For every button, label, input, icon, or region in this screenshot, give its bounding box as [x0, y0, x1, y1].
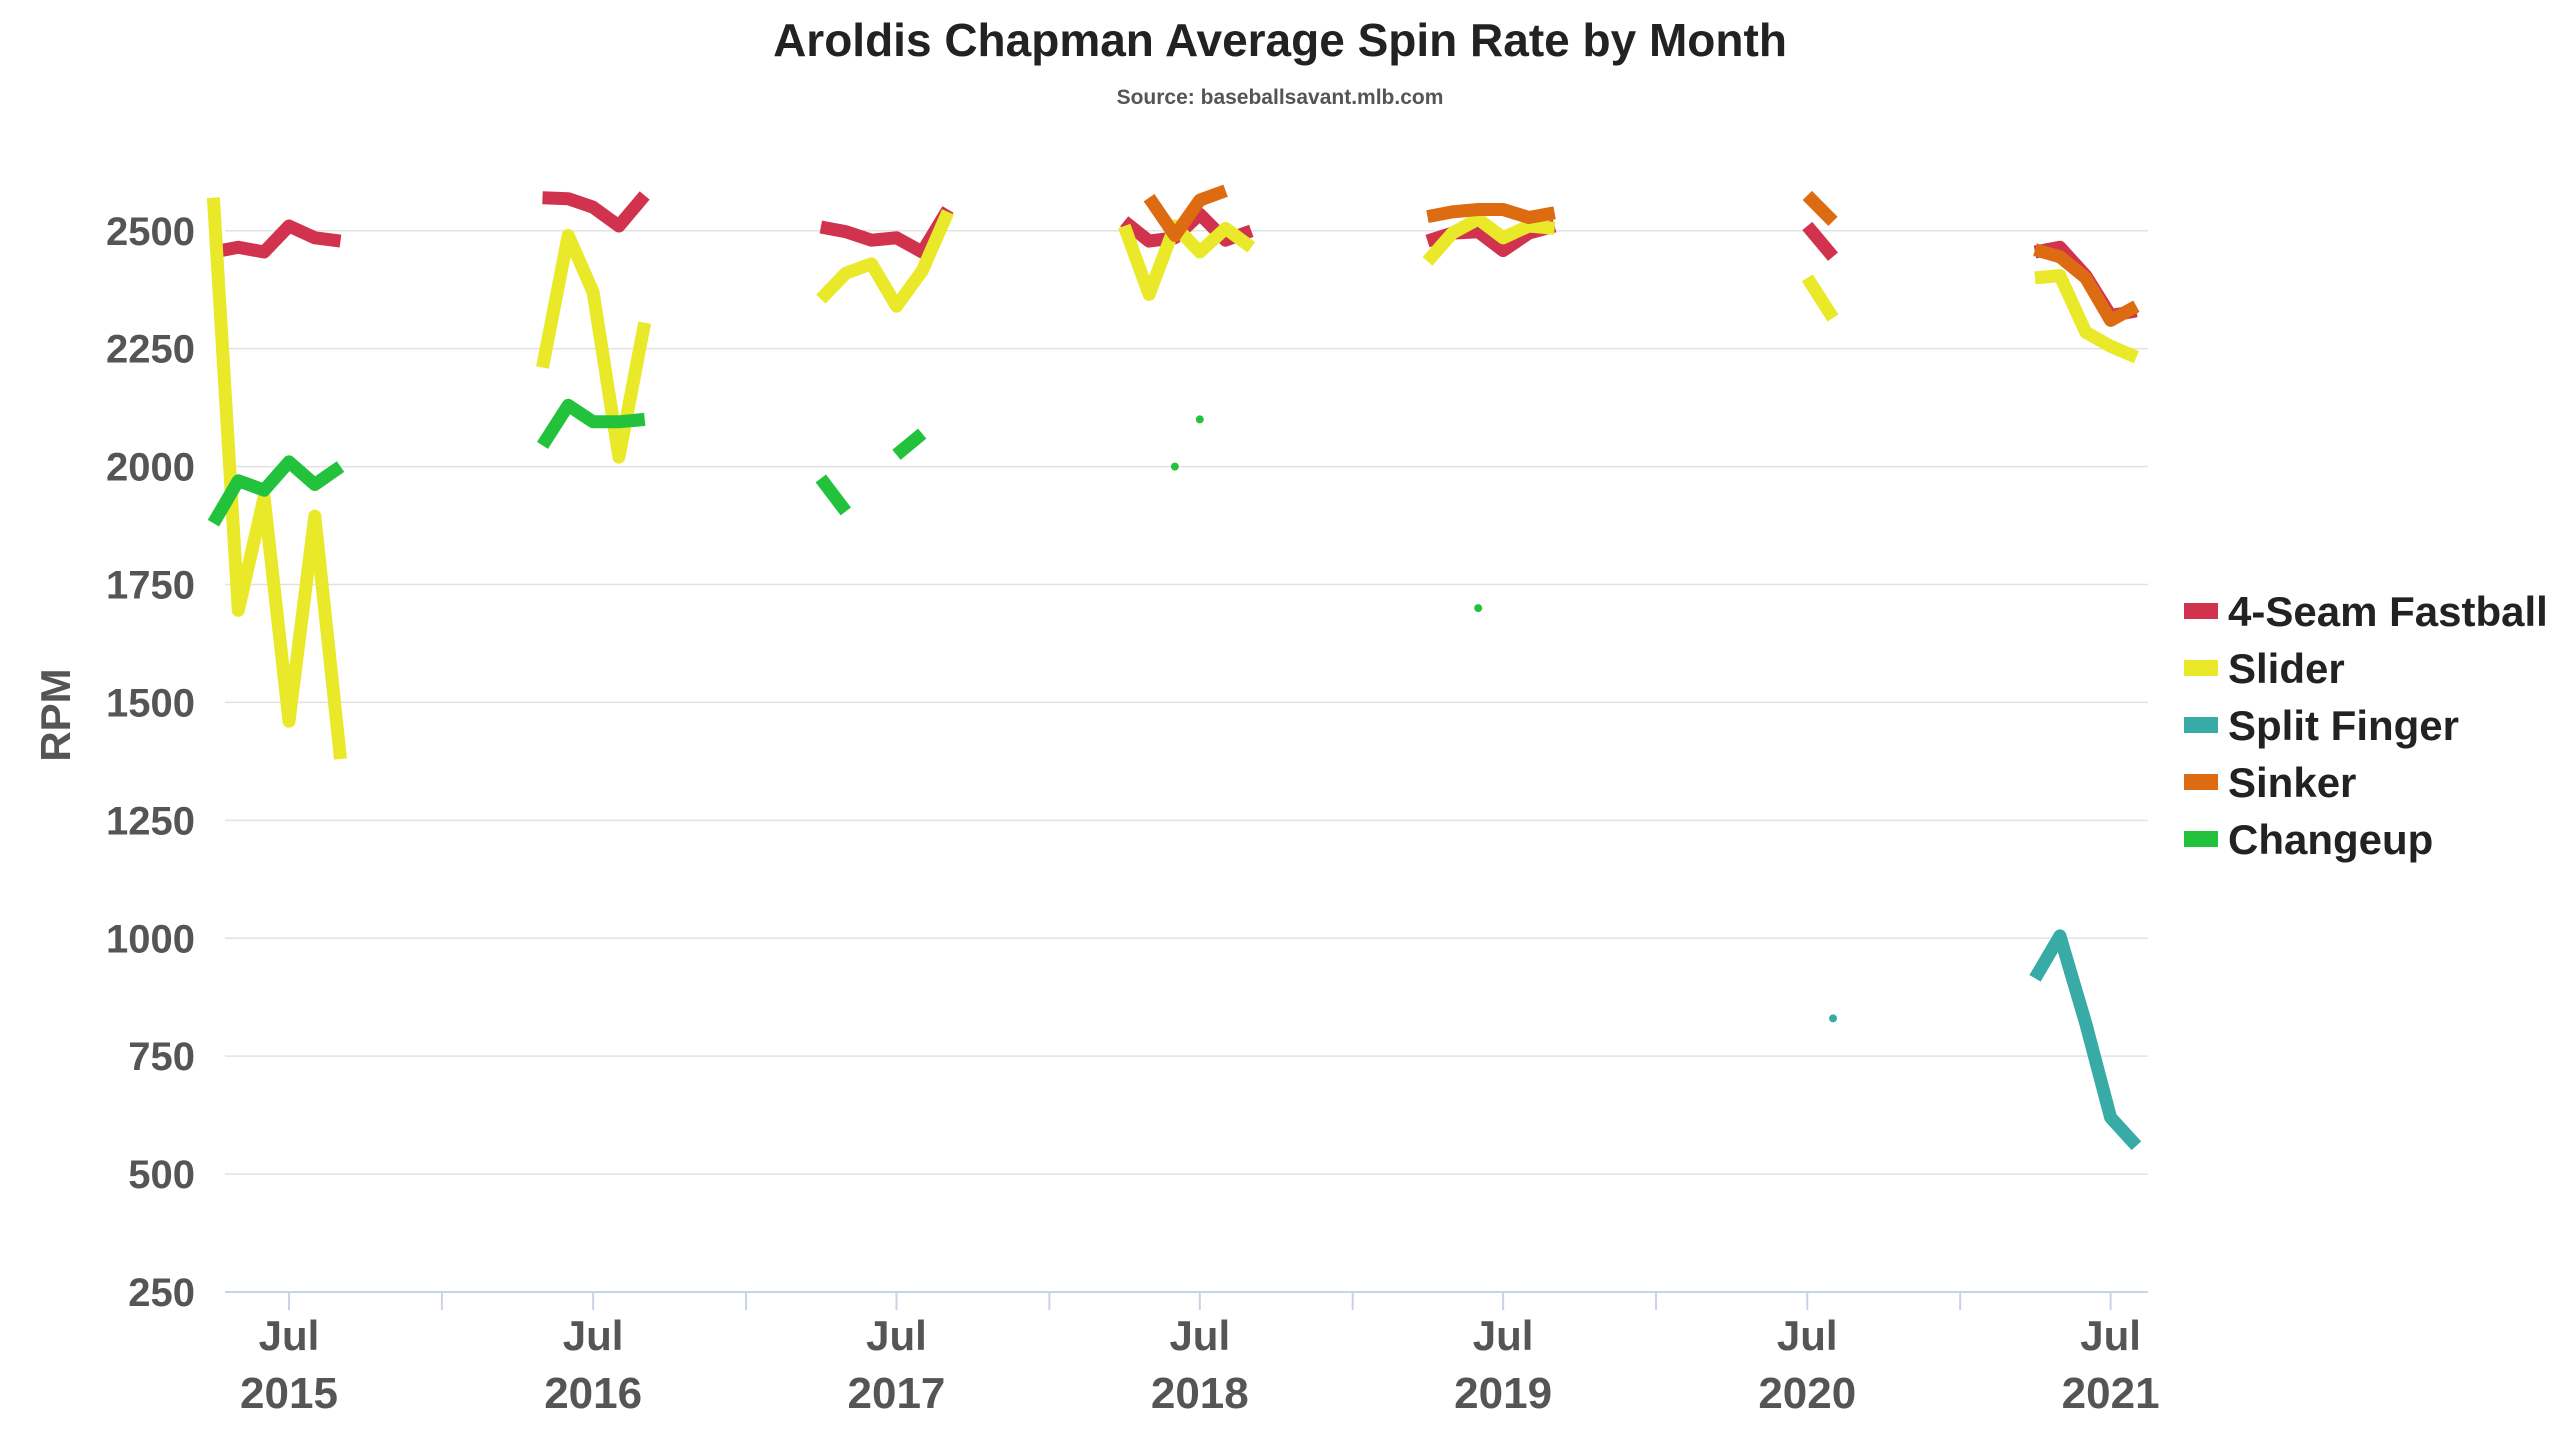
- series-line: [1118, 219, 1256, 301]
- y-tick-label: 1250: [106, 799, 195, 843]
- legend-swatch: [2184, 717, 2218, 733]
- y-tick-label: 2500: [106, 210, 195, 254]
- x-tick-year-label: 2015: [240, 1369, 338, 1418]
- series-line: [537, 398, 646, 449]
- series-point: [1829, 1014, 1838, 1023]
- series-line: [892, 428, 927, 460]
- legend-entry[interactable]: Changeup: [2228, 816, 2433, 863]
- x-tick-year-label: 2017: [848, 1369, 946, 1418]
- series-line: [2034, 269, 2139, 364]
- series-line: [1802, 190, 1838, 226]
- series-line: [1802, 221, 1838, 261]
- legend-entry[interactable]: 4-Seam Fastball: [2228, 588, 2548, 635]
- series-line: [1426, 203, 1556, 224]
- series-layer: [206, 184, 2142, 1151]
- axis-layer: 250 500 750 1000 1250 1500 1750 2000 2250 2500 Jul…: [106, 210, 2160, 1418]
- x-tick-year-label: 2020: [1758, 1369, 1856, 1418]
- legend-swatch: [2184, 603, 2218, 619]
- x-tick-month-label: Jul: [1473, 1312, 1534, 1359]
- y-tick-label: 750: [128, 1035, 195, 1079]
- y-tick-label: 2250: [106, 328, 195, 372]
- x-tick-year-label: 2016: [544, 1369, 642, 1418]
- series-line: [815, 474, 851, 516]
- legend-entry[interactable]: Sinker: [2228, 759, 2356, 806]
- series-slider: [206, 197, 2139, 760]
- y-axis-label: RPM: [32, 668, 79, 761]
- x-tick-month-label: Jul: [1777, 1312, 1838, 1359]
- series-line: [2033, 243, 2140, 327]
- x-tick-month-label: Jul: [1169, 1312, 1230, 1359]
- y-tick-label: 1000: [106, 917, 195, 961]
- series-line: [212, 219, 342, 259]
- series-line: [207, 455, 345, 527]
- series-changeup: [207, 398, 1483, 613]
- x-tick-month-label: Jul: [2080, 1312, 2141, 1359]
- series-line: [542, 191, 650, 233]
- legend-swatch: [2184, 831, 2218, 847]
- x-tick-month-label: Jul: [259, 1312, 320, 1359]
- series-point: [1170, 462, 1179, 471]
- legend-entry[interactable]: Split Finger: [2228, 702, 2459, 749]
- y-tick-label: 250: [128, 1271, 195, 1315]
- series-sinker: [1143, 184, 2140, 327]
- x-tick-month-label: Jul: [563, 1312, 624, 1359]
- series-point: [1474, 604, 1483, 613]
- series-line: [1422, 212, 1556, 266]
- series-line: [1801, 274, 1839, 322]
- series-line: [2029, 929, 2142, 1151]
- series-point: [1195, 415, 1204, 424]
- y-tick-label: 1500: [106, 681, 195, 725]
- series-4-seam-fastball: [212, 191, 2138, 323]
- legend-swatch: [2184, 774, 2218, 790]
- series-line: [1143, 184, 1228, 242]
- x-tick-month-label: Jul: [866, 1312, 927, 1359]
- series-split-finger: [1829, 929, 2142, 1151]
- series-line: [206, 197, 347, 760]
- legend-swatch: [2184, 660, 2218, 676]
- legend: 4-Seam Fastball Slider Split Finger Sinker C…: [2184, 588, 2548, 863]
- series-line: [816, 209, 954, 313]
- chart-subtitle: Source: baseballsavant.mlb.com: [1117, 86, 1444, 109]
- y-tick-label: 500: [128, 1153, 195, 1197]
- series-line: [536, 229, 652, 464]
- chart-title: Aroldis Chapman Average Spin Rate by Mon…: [773, 14, 1787, 66]
- y-tick-label: 1750: [106, 564, 195, 608]
- x-tick-year-label: 2019: [1454, 1369, 1552, 1418]
- x-tick-year-label: 2021: [2062, 1369, 2160, 1418]
- y-tick-label: 2000: [106, 446, 195, 490]
- grid-layer: [225, 230, 2148, 1175]
- x-tick-year-label: 2018: [1151, 1369, 1249, 1418]
- legend-entry[interactable]: Slider: [2228, 645, 2345, 692]
